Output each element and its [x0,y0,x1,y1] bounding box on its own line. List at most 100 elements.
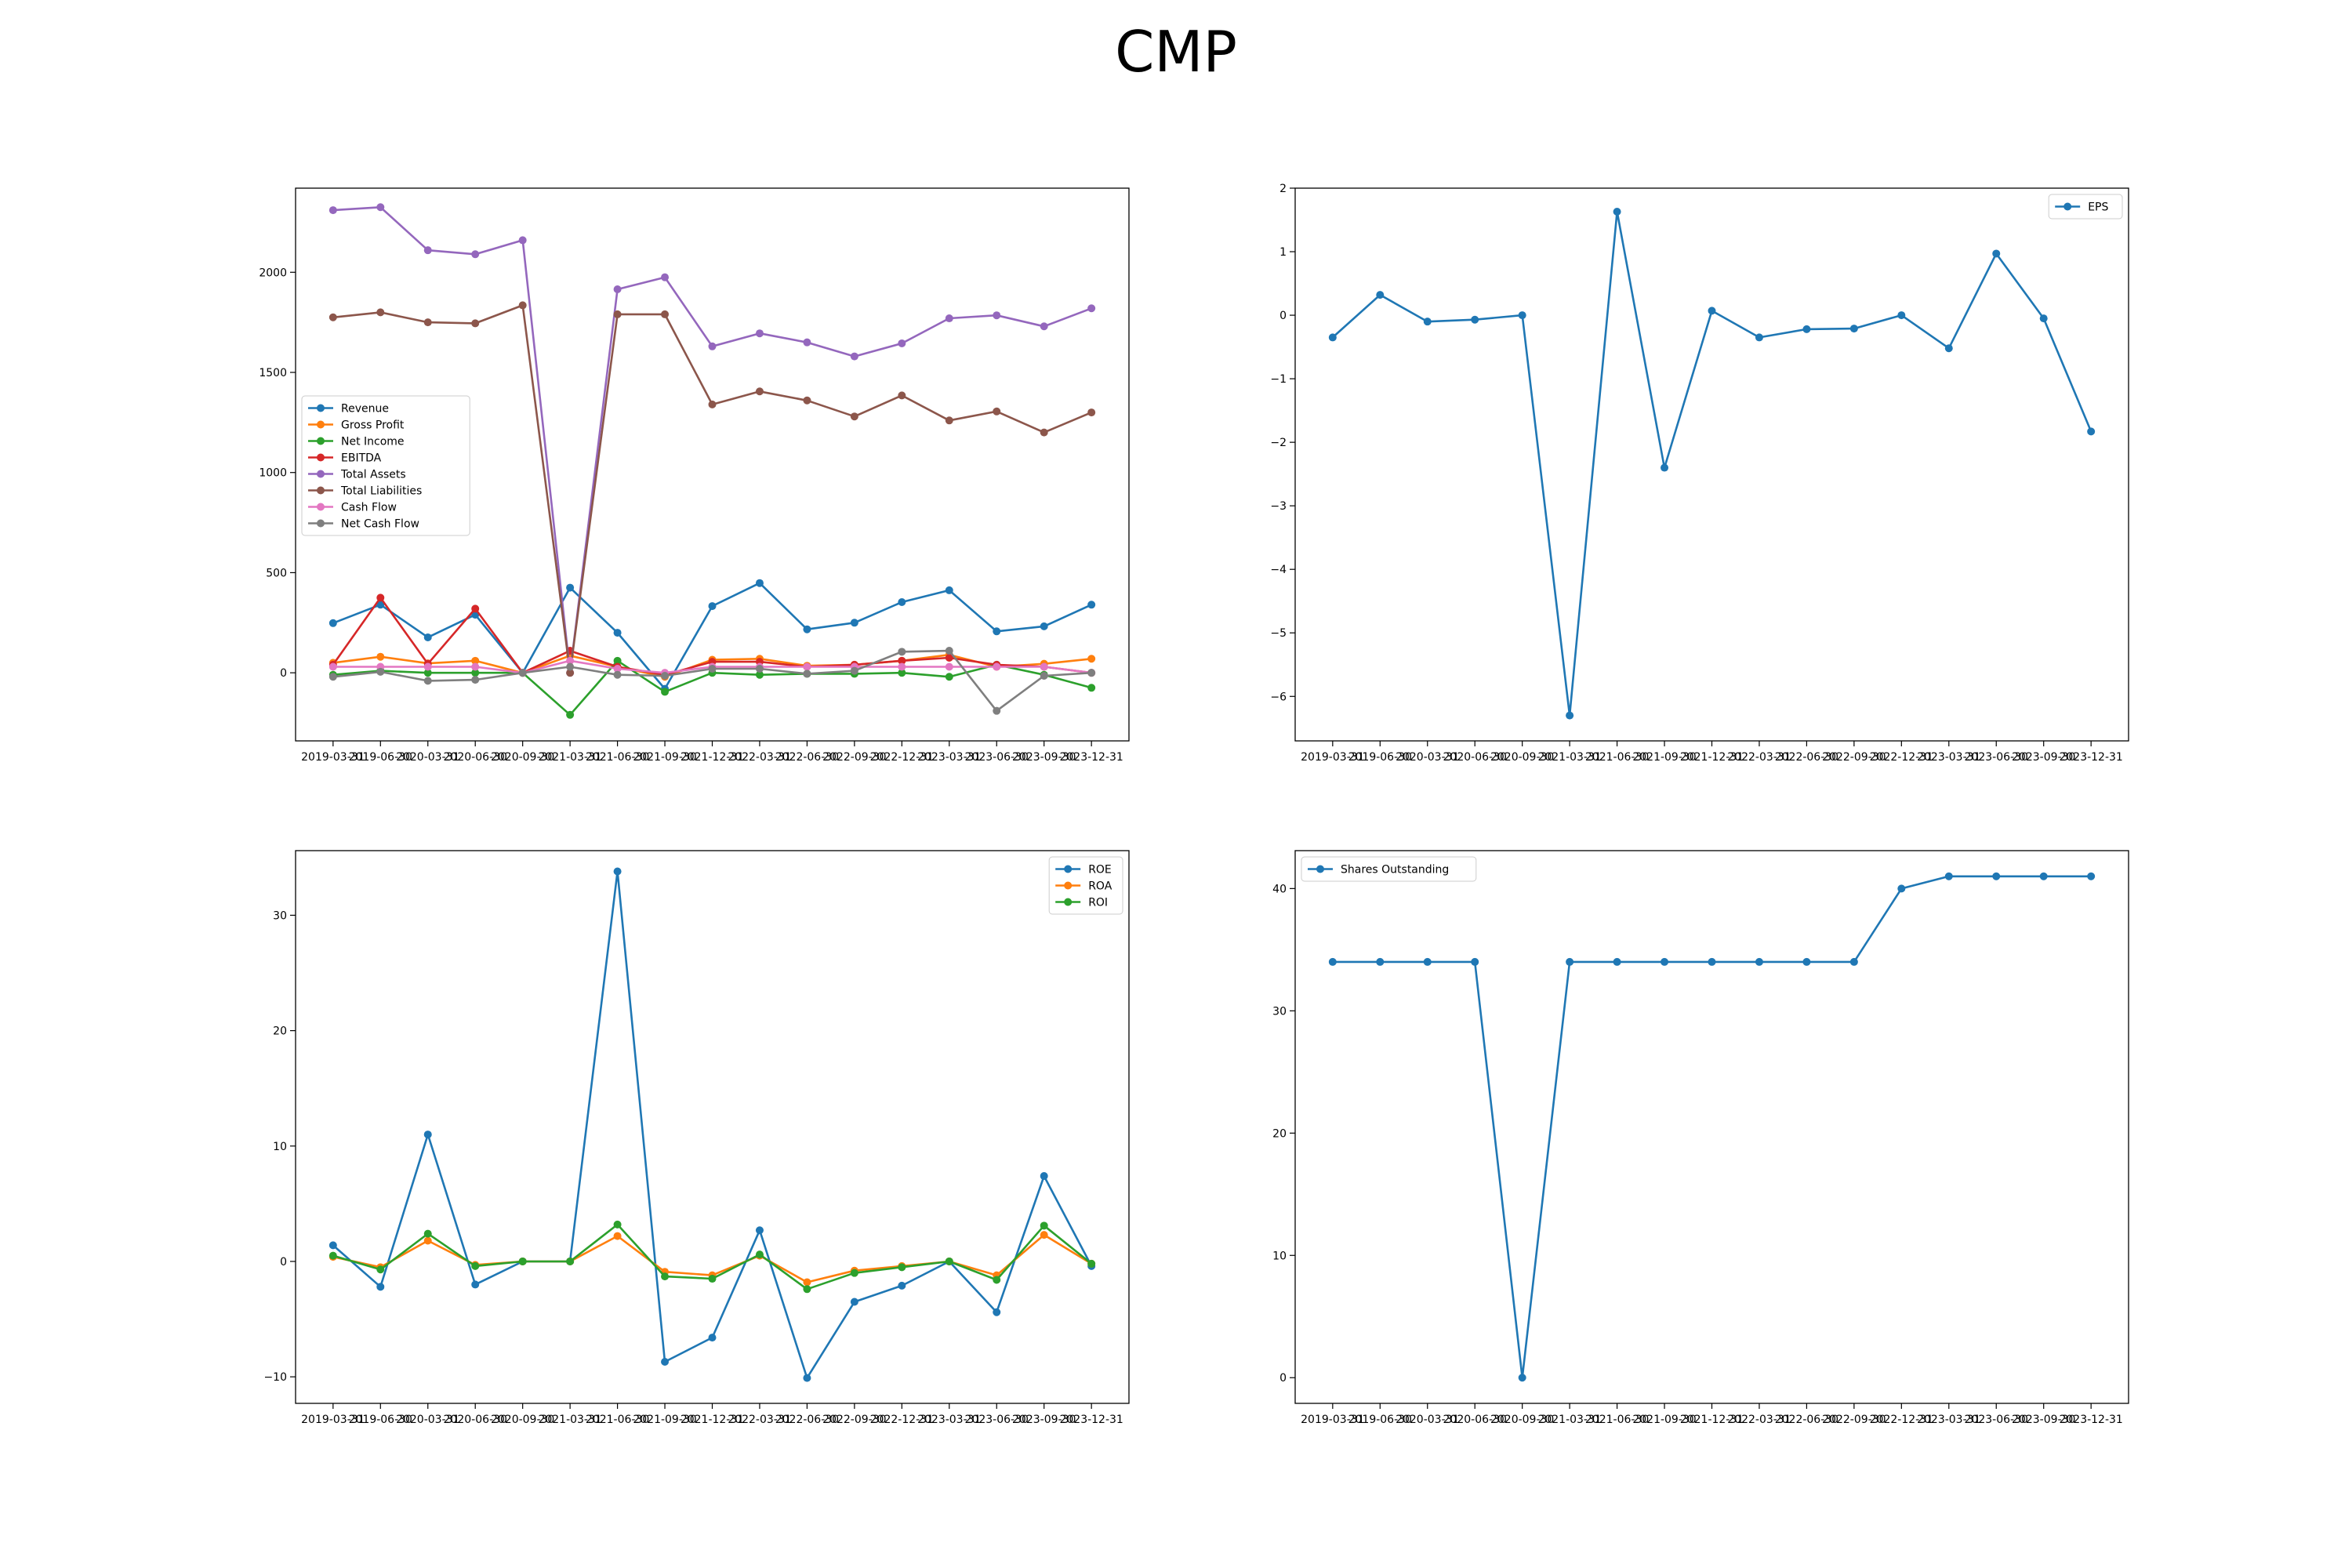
x-tick-label: 2019-06-30 [349,751,412,764]
data-point [328,206,337,215]
data-point [1040,622,1048,630]
chart-panel-ratios: −10 0 10 20 30 2019-03-312019-06-302020-03-31… [263,850,1130,1426]
x-tick-label: 2023-12-31 [1059,1414,1123,1426]
x-tick-label: 2020-03-31 [396,751,459,764]
series-line-roe [332,870,1093,1379]
x-tick-label: 2022-12-31 [870,751,934,764]
x-tick-label: 2023-06-30 [1965,1414,2028,1426]
legend-swatch-marker [1064,865,1073,873]
data-point [993,627,1001,636]
x-tick-label: 2022-03-31 [1727,1414,1791,1426]
legend-label: Revenue [341,403,389,416]
data-point [518,1257,527,1265]
legend-label: EPS [2088,201,2108,214]
y-tick-label: 0 [1279,310,1287,322]
chart-panel-eps: −6−5−4−3−2−10122019-03-312019-06-302020-… [1270,183,2129,764]
data-point [1755,333,1763,342]
data-point [376,1265,385,1274]
y-tick-label: 10 [273,1141,287,1153]
data-point [803,1278,811,1287]
data-point [755,665,764,673]
series-revenue [328,579,1096,693]
x-tick-label: 2019-06-30 [1348,1414,1412,1426]
x-tick-label: 2022-12-31 [1870,1414,1933,1426]
x-tick-label: 2021-03-31 [1537,751,1601,764]
data-point [1471,957,1479,966]
x-tick-label: 2023-12-31 [1059,751,1123,764]
y-tick-label: 2 [1279,183,1287,195]
data-point [376,1283,385,1291]
series-roi [328,1220,1096,1294]
data-point [1471,315,1479,324]
legend-item-total-assets: Total Assets [308,469,406,481]
x-tick-label: 2021-12-31 [681,1414,744,1426]
data-point [993,706,1001,715]
x-tick-label: 2022-09-30 [822,1414,886,1426]
x-tick-label: 2020-03-31 [396,1414,459,1426]
legend-box [301,395,470,536]
data-point [471,676,480,684]
legend-label: Net Income [341,436,405,448]
data-point [566,662,575,671]
data-point [1566,957,1574,966]
data-point [945,314,953,323]
x-tick-label: 2019-06-30 [1348,751,1412,764]
legend-item-roe: ROE [1055,864,1112,877]
data-point [1087,601,1096,609]
legend-label: Gross Profit [341,419,405,432]
data-point [2039,872,2048,880]
data-point [898,1281,906,1290]
legend-swatch-marker [317,519,325,528]
data-point [328,662,337,671]
data-point [471,319,480,328]
data-point [328,673,337,681]
data-point [1040,671,1048,680]
data-point [945,673,953,681]
x-tick-label: 2022-06-30 [1775,1414,1838,1426]
x-tick-label: 2023-03-31 [1917,751,1980,764]
data-point [1087,684,1096,692]
axes-frame [295,850,1130,1404]
data-point [708,1334,717,1342]
x-tick-label: 2020-06-30 [1443,751,1507,764]
data-point [898,669,906,677]
data-point [1087,408,1096,417]
data-point [898,662,906,671]
legend-item-total-liabilities: Total Liabilities [308,485,422,498]
data-point [613,665,622,673]
data-point [328,1251,337,1260]
data-point [945,662,953,671]
data-point [850,619,858,627]
x-tick-label: 2022-09-30 [1822,751,1886,764]
chart-panel-shares: 0102030402019-03-312019-06-302020-03-312… [1272,850,2129,1426]
legend-swatch-marker [317,453,325,462]
data-point [661,688,670,696]
data-point [1613,207,1621,216]
x-tick-label: 2023-03-31 [1917,1414,1980,1426]
data-point [945,647,953,655]
x-tick-label: 2022-12-31 [870,1414,934,1426]
legend-item-roi: ROI [1055,897,1108,909]
legend-swatch-marker [317,486,325,495]
data-point [661,310,670,318]
x-tick-label: 2022-03-31 [728,1414,791,1426]
legend: ROE ROA ROI [1048,856,1123,915]
data-point [613,310,622,318]
data-point [376,667,385,676]
data-point [1518,1374,1526,1382]
data-point [945,653,953,662]
x-tick-label: 2023-09-30 [1012,751,1076,764]
data-point [708,400,717,408]
x-tick-label: 2022-09-30 [1822,1414,1886,1426]
legend-item-gross-profit: Gross Profit [308,419,405,432]
legend: EPS [2048,194,2123,220]
data-point [1802,325,1811,333]
series-line-shares-outstanding [1332,875,2092,1379]
data-point [1376,291,1385,299]
y-tick-label: −3 [1270,500,1287,513]
x-tick-label: 2023-06-30 [965,1414,1029,1426]
data-point [708,602,717,611]
legend-label: Cash Flow [341,502,397,514]
y-tick-label: 1500 [259,367,287,379]
data-point [661,671,670,680]
